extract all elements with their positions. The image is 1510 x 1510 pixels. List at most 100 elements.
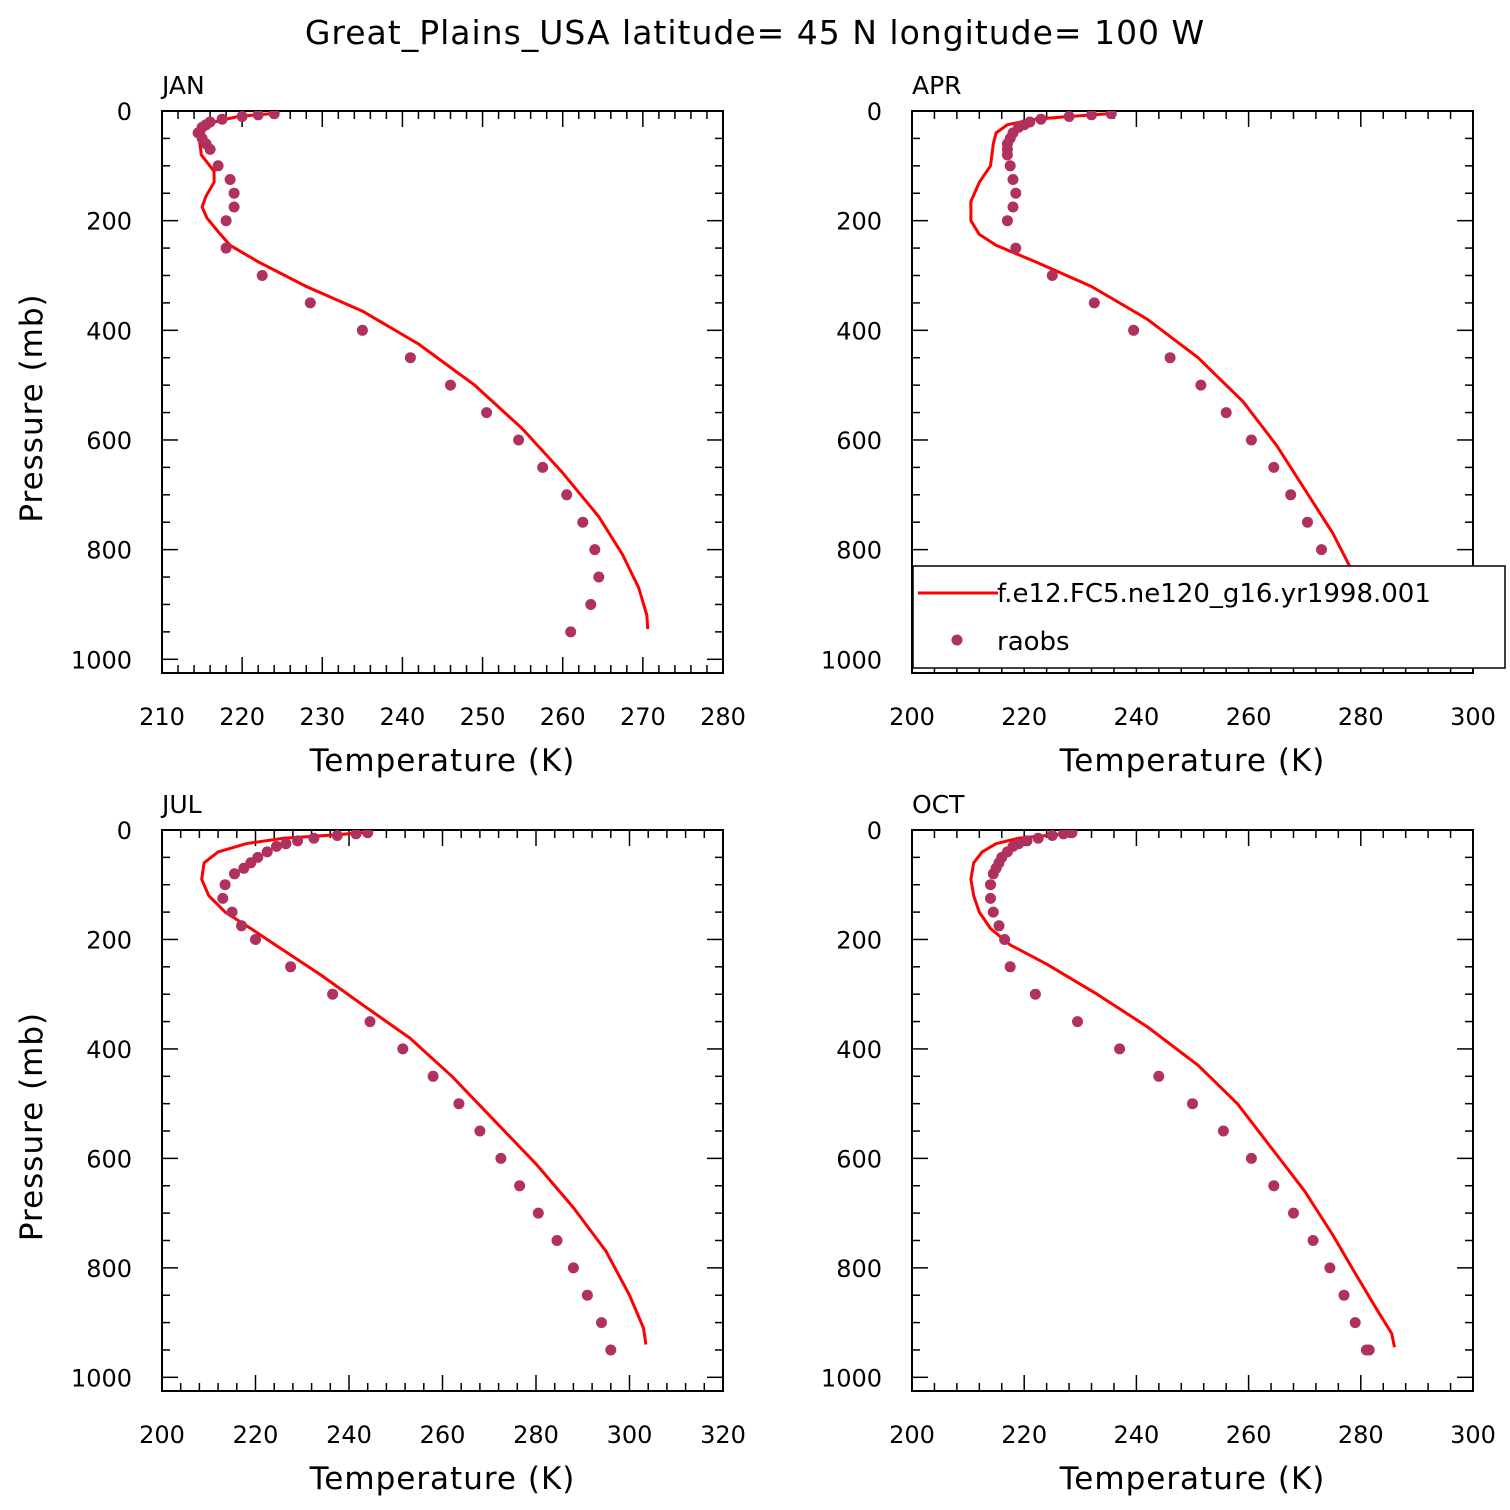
raobs-point bbox=[250, 934, 261, 945]
y-tick-label: 400 bbox=[836, 1036, 882, 1064]
raobs-point bbox=[226, 906, 238, 918]
y-tick-label: 800 bbox=[836, 537, 882, 565]
raobs-point bbox=[565, 626, 577, 638]
raobs-point bbox=[1032, 832, 1044, 844]
model-series-line bbox=[969, 831, 1396, 1348]
x-axis-label: Temperature (K) bbox=[309, 743, 576, 779]
plot-area bbox=[200, 830, 648, 1356]
raobs-point bbox=[445, 379, 456, 391]
raobs-point bbox=[1021, 835, 1033, 847]
raobs-point bbox=[514, 1180, 526, 1192]
raobs-point bbox=[481, 407, 493, 419]
raobs-point bbox=[256, 270, 268, 281]
raobs-point bbox=[1066, 830, 1078, 839]
x-tick-label: 220 bbox=[233, 1421, 279, 1449]
panel-title: JAN bbox=[160, 71, 205, 100]
raobs-point bbox=[1105, 111, 1117, 120]
x-tick-label: 300 bbox=[1450, 1421, 1496, 1449]
raobs-point bbox=[238, 862, 250, 874]
y-tick-label: 600 bbox=[86, 1145, 132, 1173]
raobs-point bbox=[1285, 489, 1297, 501]
raobs-point bbox=[1072, 1016, 1083, 1028]
raobs-point bbox=[1220, 407, 1232, 419]
y-tick-label: 600 bbox=[86, 427, 132, 455]
y-tick-label: 0 bbox=[117, 817, 132, 845]
raobs-point bbox=[261, 846, 273, 858]
y-tick-label: 400 bbox=[86, 317, 132, 345]
y-axis-label: Pressure (mb) bbox=[14, 1012, 50, 1241]
raobs-point bbox=[304, 297, 316, 309]
raobs-point bbox=[987, 868, 999, 880]
raobs-point bbox=[427, 1070, 439, 1082]
raobs-point bbox=[589, 544, 601, 556]
x-tick-label: 200 bbox=[889, 1421, 935, 1449]
raobs-point bbox=[229, 868, 240, 880]
raobs-point bbox=[356, 324, 368, 336]
raobs-point bbox=[404, 352, 416, 364]
x-tick-label: 250 bbox=[460, 703, 506, 731]
raobs-point bbox=[220, 215, 232, 227]
raobs-point bbox=[1010, 242, 1022, 254]
raobs-point bbox=[364, 1016, 376, 1028]
legend-model-label: f.e12.FC5.ne120_g16.yr1998.001 bbox=[997, 579, 1431, 609]
raobs-point bbox=[216, 113, 228, 125]
y-tick-label: 200 bbox=[836, 926, 882, 954]
y-tick-label: 800 bbox=[836, 1255, 882, 1283]
model-series-line bbox=[969, 112, 1382, 628]
raobs-point bbox=[1307, 1235, 1319, 1246]
y-tick-label: 0 bbox=[117, 98, 132, 126]
y-tick-label: 0 bbox=[867, 98, 882, 126]
x-tick-label: 280 bbox=[1338, 1421, 1384, 1449]
x-tick-label: 240 bbox=[326, 1421, 372, 1449]
y-tick-label: 600 bbox=[836, 427, 882, 455]
panel-title: OCT bbox=[912, 790, 965, 819]
x-tick-label: 220 bbox=[1001, 1421, 1047, 1449]
raobs-point bbox=[1058, 830, 1069, 840]
raobs-point bbox=[605, 1344, 617, 1356]
x-axis-label: Temperature (K) bbox=[309, 1461, 576, 1497]
raobs-point bbox=[1004, 160, 1016, 172]
raobs-point bbox=[212, 160, 224, 172]
y-tick-label: 1000 bbox=[71, 1364, 132, 1392]
raobs-point bbox=[280, 838, 292, 850]
x-tick-label: 260 bbox=[1226, 1421, 1272, 1449]
plot-frame bbox=[161, 829, 724, 1392]
raobs-point bbox=[1316, 544, 1327, 556]
legend: f.e12.FC5.ne120_g16.yr1998.001 raobs bbox=[912, 565, 1506, 669]
y-tick-label: 1000 bbox=[821, 1364, 882, 1392]
panel-jul: JUL 0 200 400 600 800 1000 200 220 240 260 280 300 32… bbox=[14, 790, 746, 1497]
x-tick-label: 220 bbox=[219, 703, 265, 731]
raobs-point bbox=[993, 920, 1005, 932]
raobs-point bbox=[1217, 1125, 1229, 1137]
x-tick-label: 280 bbox=[700, 703, 746, 731]
x-tick-label: 260 bbox=[420, 1421, 466, 1449]
raobs-point bbox=[453, 1098, 465, 1110]
raobs-point bbox=[1245, 434, 1257, 446]
raobs-point bbox=[1035, 113, 1047, 125]
raobs-point bbox=[268, 111, 280, 120]
plot-area bbox=[969, 830, 1396, 1356]
raobs-point bbox=[577, 516, 589, 528]
raobs-point bbox=[362, 830, 374, 839]
raobs-point bbox=[985, 892, 996, 904]
y-tick-label: 1000 bbox=[71, 646, 132, 674]
model-series-line bbox=[198, 112, 650, 630]
legend-box bbox=[912, 565, 1506, 669]
raobs-point bbox=[1195, 379, 1207, 391]
raobs-point bbox=[1007, 201, 1019, 213]
x-axis-label: Temperature (K) bbox=[1059, 1461, 1326, 1497]
plot-area bbox=[969, 111, 1382, 638]
panel-apr: APR 0 200 400 600 800 1000 200 220 240 260 280 300 Te… bbox=[821, 71, 1496, 779]
raobs-point bbox=[987, 906, 999, 918]
x-tick-label: 210 bbox=[139, 703, 185, 731]
raobs-point bbox=[1187, 1098, 1198, 1110]
panel-title: JUL bbox=[160, 790, 202, 819]
plot-frame bbox=[911, 829, 1474, 1392]
x-tick-label: 300 bbox=[607, 1421, 653, 1449]
y-tick-label: 400 bbox=[836, 317, 882, 345]
raobs-point bbox=[1046, 270, 1058, 281]
raobs-point bbox=[252, 111, 264, 121]
raobs-point bbox=[1086, 111, 1097, 121]
x-tick-label: 260 bbox=[1226, 703, 1272, 731]
